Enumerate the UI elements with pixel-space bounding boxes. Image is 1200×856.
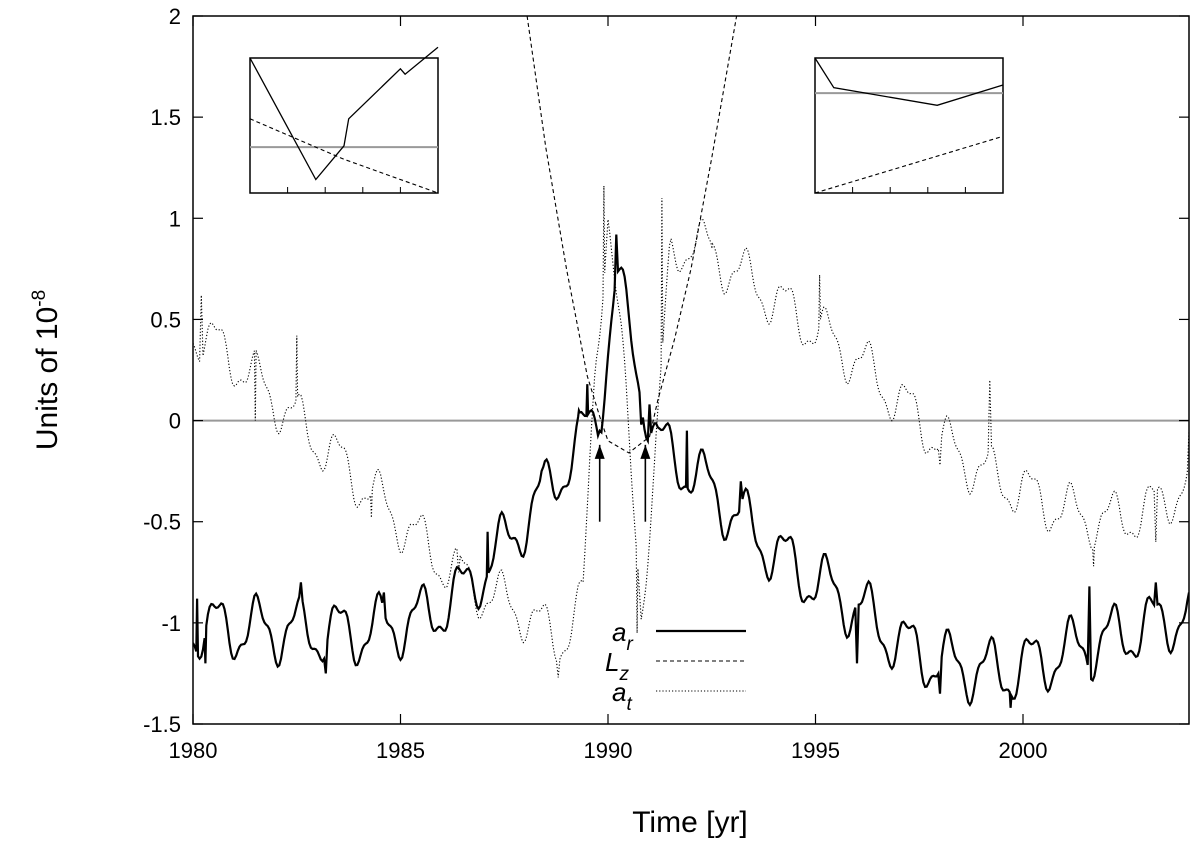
legend-label-at: at [612,677,632,715]
inset-dashed-line [814,135,1004,194]
x-axis-title: Time [yr] [632,806,748,839]
plot-axes: 1980 1985 1990 1995 2000 -1.5 -1 -0.5 0 0.5 1 1.5 2 [143,4,1190,763]
series-line-ar [193,234,1189,708]
x-tick-label: 1980 [169,738,218,763]
inset-frame [249,57,439,194]
insets [249,46,1004,194]
x-tick-label: 1985 [376,738,425,763]
legend-label-lz: Lz [605,647,629,685]
series-line-at [193,185,1189,678]
y-tick-label: 0.5 [150,307,181,332]
inset-solid-line [814,57,1004,106]
inset-frame [814,57,1004,194]
legend: ar Lz at [605,617,746,715]
inset-solid-line [249,46,439,181]
y-axis-title: Units of 10-8 [29,290,64,450]
legend-label-ar: ar [612,617,633,655]
y-tick-label: -0.5 [143,510,181,535]
plot-frame [192,15,1190,725]
y-tick-label: 0 [169,409,181,434]
inset-top-right [814,57,1004,194]
y-tick-label: -1 [161,611,181,636]
x-tick-label: 2000 [999,738,1048,763]
y-tick-label: -1.5 [143,712,181,737]
x-tick-label: 1995 [791,738,840,763]
x-tick-label: 1990 [584,738,633,763]
arrow-head-1 [640,444,651,459]
inset-top-left [249,46,439,194]
y-tick-label: 2 [169,4,181,29]
arrow-head-0 [594,444,605,459]
y-tick-label: 1 [169,206,181,231]
series-line-Lz [526,16,738,454]
plot-lines [193,16,1189,708]
y-tick-label: 1.5 [150,105,181,130]
inset-dashed-line [249,118,439,194]
